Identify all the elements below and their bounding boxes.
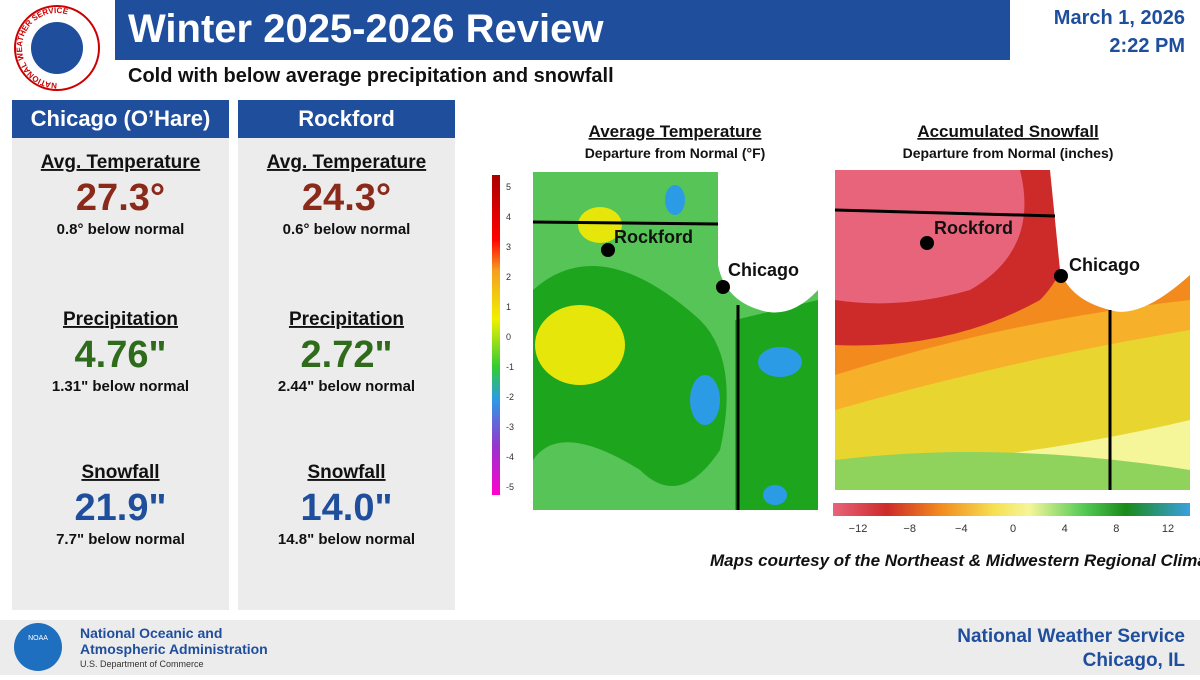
office: Chicago, IL xyxy=(1083,650,1186,671)
place-label: Chicago xyxy=(1069,255,1140,275)
scale-label: -2 xyxy=(506,392,514,402)
stat-label: Snowfall xyxy=(81,462,159,483)
stat-value: 2.72" xyxy=(301,334,393,376)
station-panel xyxy=(238,100,455,610)
station-header xyxy=(12,100,229,138)
scale-label: 5 xyxy=(506,182,511,192)
station-name: Rockford xyxy=(298,106,395,131)
stat-label: Avg. Temperature xyxy=(41,152,200,173)
stat-label: Snowfall xyxy=(307,462,385,483)
scale-label: 0 xyxy=(506,332,511,342)
time: 2:22 PM xyxy=(1109,35,1185,57)
temp-map xyxy=(492,172,818,510)
nws-logo-center xyxy=(31,22,83,74)
stat-note: 7.7" below normal xyxy=(56,531,185,548)
stat-value: 24.3° xyxy=(302,177,391,219)
scale-label: -5 xyxy=(506,482,514,492)
scale-label: 3 xyxy=(506,242,511,252)
scale-label: 8 xyxy=(1113,523,1119,535)
scale-label: −12 xyxy=(849,523,868,535)
place-label: Rockford xyxy=(934,218,1013,238)
noaa-line3: U.S. Department of Commerce xyxy=(80,659,204,669)
subtitle: Cold with below average precipitation an… xyxy=(128,65,614,87)
place-label: Chicago xyxy=(728,260,799,280)
title: Winter 2025-2026 Review xyxy=(128,7,604,51)
stat-label: Avg. Temperature xyxy=(267,152,426,173)
stat-value: 14.0" xyxy=(301,487,393,529)
credit: Maps courtesy of the Northeast & Midwest… xyxy=(710,551,1200,570)
stat-note: 0.6° below normal xyxy=(283,221,411,238)
scale-label: 4 xyxy=(506,212,511,222)
date: March 1, 2026 xyxy=(1054,7,1185,29)
scale-label: −8 xyxy=(903,523,916,535)
stat-label: Precipitation xyxy=(63,309,178,330)
map-title: Accumulated Snowfall xyxy=(917,122,1098,141)
station-header xyxy=(238,100,455,138)
scale-label: 1 xyxy=(506,302,511,312)
stat-value: 4.76" xyxy=(75,334,167,376)
scale-label: 4 xyxy=(1062,523,1068,535)
noaa-line1: National Oceanic and xyxy=(80,625,222,641)
place-dot xyxy=(601,243,615,257)
place-dot xyxy=(1054,269,1068,283)
scale-label: 2 xyxy=(506,272,511,282)
stat-value: 27.3° xyxy=(76,177,165,219)
noaa-logo xyxy=(14,623,62,671)
header-band xyxy=(0,0,1200,60)
map-subtitle: Departure from Normal (inches) xyxy=(903,145,1114,161)
scale-label: 12 xyxy=(1162,523,1174,535)
nws-name: National Weather Service xyxy=(957,626,1185,647)
stat-note: 14.8" below normal xyxy=(278,531,415,548)
station-name: Chicago (O’Hare) xyxy=(31,106,211,131)
place-dot xyxy=(716,280,730,294)
scale-label: 0 xyxy=(1010,523,1016,535)
stat-note: 1.31" below normal xyxy=(52,378,189,395)
map-title: Average Temperature xyxy=(589,122,762,141)
place-label: Rockford xyxy=(614,227,693,247)
scale-label: -4 xyxy=(506,452,514,462)
noaa-line2: Atmospheric Administration xyxy=(80,641,268,657)
map-subtitle: Departure from Normal (°F) xyxy=(585,145,766,161)
stat-note: 0.8° below normal xyxy=(57,221,185,238)
stat-note: 2.44" below normal xyxy=(278,378,415,395)
snow-map xyxy=(833,170,1190,516)
stat-value: 21.9" xyxy=(75,487,167,529)
station-panel xyxy=(12,100,229,610)
scale-label: -1 xyxy=(506,362,514,372)
footer xyxy=(0,620,1200,675)
noaa-logo-text: NOAA xyxy=(28,635,48,642)
date-box xyxy=(1010,0,1200,95)
scale-label: −4 xyxy=(955,523,968,535)
scale-label: -3 xyxy=(506,422,514,432)
place-dot xyxy=(920,236,934,250)
stat-label: Precipitation xyxy=(289,309,404,330)
